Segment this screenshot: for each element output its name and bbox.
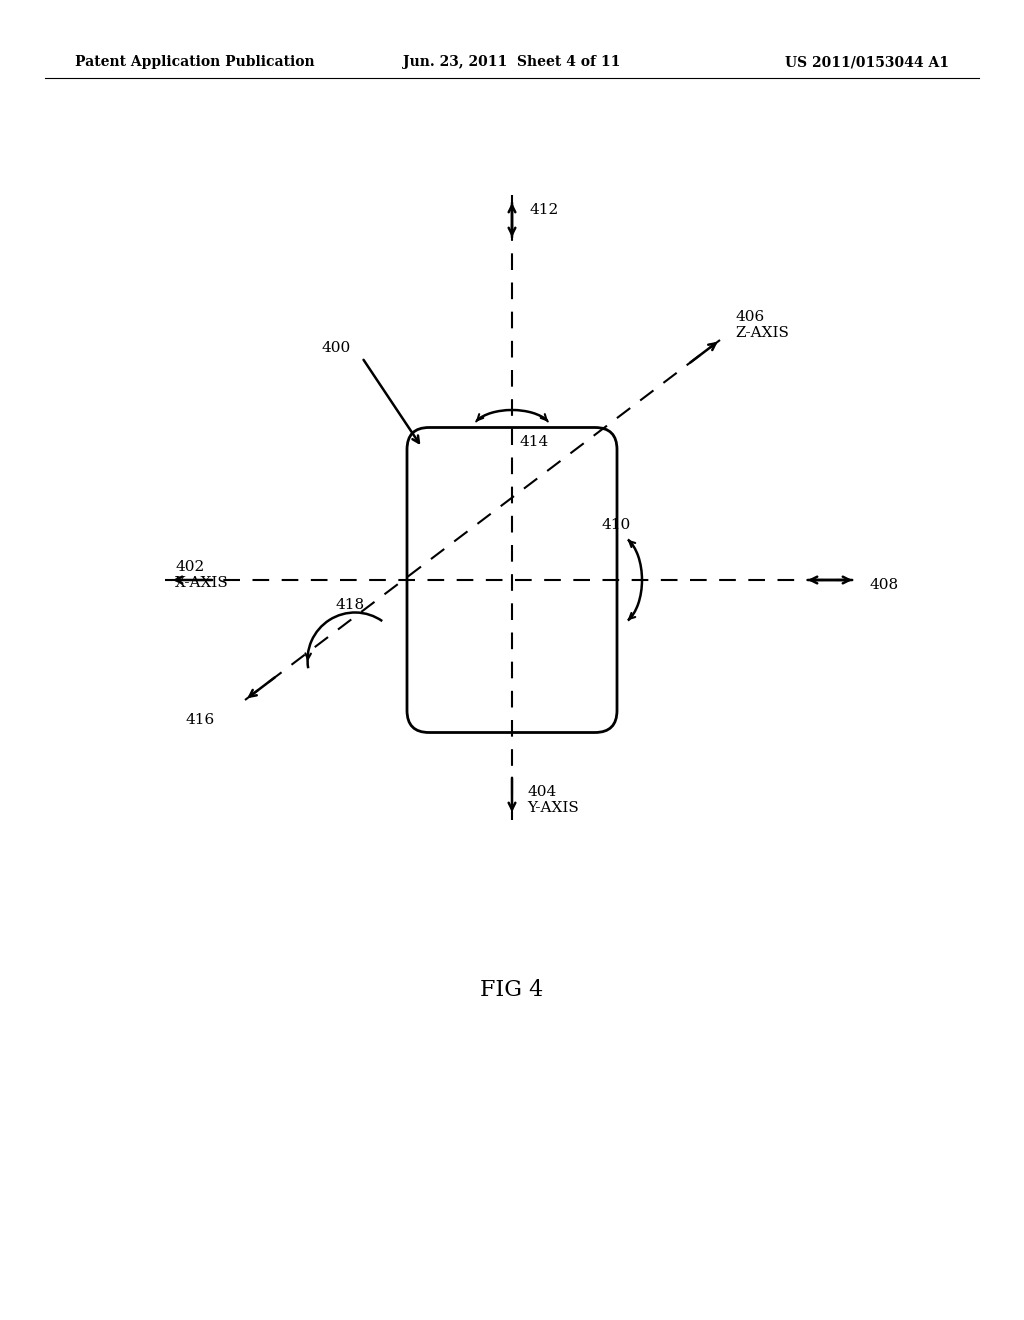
Text: 412: 412: [530, 203, 559, 216]
Text: 408: 408: [870, 578, 899, 591]
Text: US 2011/0153044 A1: US 2011/0153044 A1: [785, 55, 949, 69]
Text: 402
X-AXIS: 402 X-AXIS: [175, 560, 228, 590]
Text: 416: 416: [185, 713, 214, 727]
Text: Jun. 23, 2011  Sheet 4 of 11: Jun. 23, 2011 Sheet 4 of 11: [403, 55, 621, 69]
Text: 410: 410: [602, 517, 631, 532]
Text: 404
Y-AXIS: 404 Y-AXIS: [527, 785, 579, 814]
Text: Patent Application Publication: Patent Application Publication: [75, 55, 314, 69]
Text: FIG 4: FIG 4: [480, 979, 544, 1001]
Text: 406
Z-AXIS: 406 Z-AXIS: [735, 310, 788, 341]
Text: 400: 400: [322, 341, 351, 355]
Text: 414: 414: [520, 436, 549, 449]
Text: 418: 418: [335, 598, 365, 612]
